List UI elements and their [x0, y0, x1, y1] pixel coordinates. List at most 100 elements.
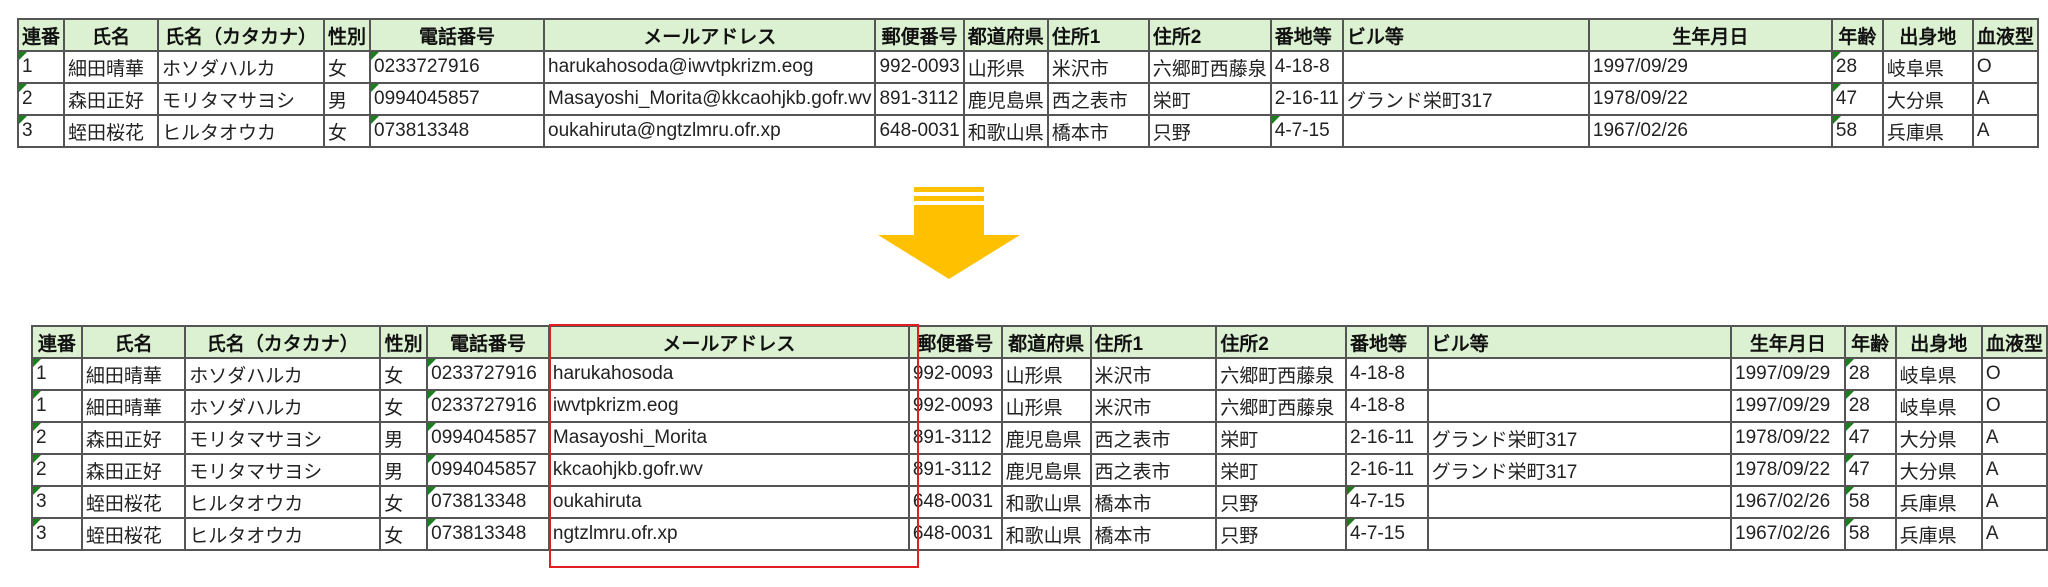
- cell[interactable]: A: [1971, 82, 2039, 116]
- cell[interactable]: 大分県: [1894, 453, 1983, 487]
- cell[interactable]: ホソダハルカ: [184, 389, 382, 423]
- cell[interactable]: 男: [323, 82, 372, 116]
- cell[interactable]: [1426, 517, 1733, 551]
- cell[interactable]: A: [1971, 114, 2039, 148]
- column-header[interactable]: 都道府県: [1000, 325, 1092, 359]
- cell[interactable]: 2-16-11: [1344, 453, 1429, 487]
- cell[interactable]: 073813348: [369, 114, 546, 148]
- cell[interactable]: 2-16-11: [1344, 421, 1429, 455]
- cell[interactable]: 和歌山県: [1000, 485, 1092, 519]
- cell[interactable]: kkcaohjkb.gofr.wv: [547, 453, 910, 487]
- cell[interactable]: 橋本市: [1089, 517, 1218, 551]
- cell[interactable]: A: [1980, 421, 2048, 455]
- cell[interactable]: [1426, 485, 1733, 519]
- cell[interactable]: 1978/09/22: [1730, 421, 1846, 455]
- cell[interactable]: 0233727916: [426, 357, 550, 391]
- cell[interactable]: 992-0093: [907, 389, 1003, 423]
- cell[interactable]: 岐阜県: [1894, 389, 1983, 423]
- cell[interactable]: 細田晴華: [80, 357, 187, 391]
- cell[interactable]: 女: [379, 485, 429, 519]
- cell[interactable]: 鹿児島県: [1000, 453, 1092, 487]
- column-header[interactable]: 血液型: [1980, 325, 2048, 359]
- cell[interactable]: 男: [379, 421, 429, 455]
- cell[interactable]: oukahiruta: [547, 485, 910, 519]
- cell[interactable]: 大分県: [1881, 82, 1974, 116]
- cell[interactable]: 1997/09/29: [1730, 357, 1846, 391]
- cell[interactable]: A: [1980, 517, 2048, 551]
- cell[interactable]: 0233727916: [369, 50, 546, 84]
- cell[interactable]: 4-7-15: [1344, 485, 1429, 519]
- cell[interactable]: ホソダハルカ: [157, 50, 326, 84]
- cell[interactable]: 0994045857: [369, 82, 546, 116]
- cell[interactable]: 兵庫県: [1894, 517, 1983, 551]
- cell[interactable]: O: [1971, 50, 2039, 84]
- cell[interactable]: [1426, 357, 1733, 391]
- cell[interactable]: 0994045857: [426, 421, 550, 455]
- cell[interactable]: 大分県: [1894, 421, 1983, 455]
- cell[interactable]: 栄町: [1147, 82, 1272, 116]
- cell[interactable]: 蛭田桜花: [80, 517, 187, 551]
- cell[interactable]: 3: [31, 517, 83, 551]
- cell[interactable]: 山形県: [1000, 389, 1092, 423]
- cell[interactable]: O: [1980, 357, 2048, 391]
- column-header[interactable]: 郵便番号: [874, 18, 965, 52]
- cell[interactable]: グランド栄町317: [1426, 453, 1733, 487]
- cell[interactable]: 47: [1830, 82, 1884, 116]
- cell[interactable]: Masayoshi_Morita: [547, 421, 910, 455]
- column-header[interactable]: 住所1: [1046, 18, 1150, 52]
- cell[interactable]: 4-7-15: [1269, 114, 1344, 148]
- cell[interactable]: 1: [16, 50, 66, 84]
- cell[interactable]: 鹿児島県: [1000, 421, 1092, 455]
- cell[interactable]: 0994045857: [426, 453, 550, 487]
- cell[interactable]: harukahosoda@iwvtpkrizm.eog: [543, 50, 877, 84]
- cell[interactable]: モリタマサヨシ: [157, 82, 326, 116]
- cell[interactable]: 648-0031: [874, 114, 965, 148]
- cell[interactable]: 兵庫県: [1894, 485, 1983, 519]
- cell[interactable]: A: [1980, 485, 2048, 519]
- cell[interactable]: 1967/02/26: [1587, 114, 1833, 148]
- cell[interactable]: 岐阜県: [1894, 357, 1983, 391]
- column-header[interactable]: ビル等: [1426, 325, 1733, 359]
- cell[interactable]: O: [1980, 389, 2048, 423]
- cell[interactable]: [1426, 389, 1733, 423]
- column-header[interactable]: 生年月日: [1730, 325, 1846, 359]
- cell[interactable]: 西之表市: [1089, 421, 1218, 455]
- cell[interactable]: 男: [379, 453, 429, 487]
- cell[interactable]: 女: [323, 50, 372, 84]
- cell[interactable]: ngtzlmru.ofr.xp: [547, 517, 910, 551]
- cell[interactable]: 山形県: [1000, 357, 1092, 391]
- cell[interactable]: 891-3112: [874, 82, 965, 116]
- column-header[interactable]: 年齢: [1830, 18, 1884, 52]
- column-header[interactable]: 番地等: [1269, 18, 1344, 52]
- cell[interactable]: 只野: [1215, 485, 1347, 519]
- cell[interactable]: グランド栄町317: [1426, 421, 1733, 455]
- cell[interactable]: 女: [379, 357, 429, 391]
- cell[interactable]: 女: [379, 517, 429, 551]
- column-header[interactable]: メールアドレス: [543, 18, 877, 52]
- cell[interactable]: 1997/09/29: [1587, 50, 1833, 84]
- cell[interactable]: 2: [16, 82, 66, 116]
- cell[interactable]: 2: [31, 421, 83, 455]
- cell[interactable]: 橋本市: [1046, 114, 1150, 148]
- cell[interactable]: 女: [379, 389, 429, 423]
- column-header[interactable]: 出身地: [1881, 18, 1974, 52]
- cell[interactable]: 只野: [1215, 517, 1347, 551]
- column-header[interactable]: ビル等: [1341, 18, 1590, 52]
- cell[interactable]: 細田晴華: [63, 50, 160, 84]
- column-header[interactable]: 氏名（カタカナ）: [184, 325, 382, 359]
- cell[interactable]: 兵庫県: [1881, 114, 1974, 148]
- cell[interactable]: 58: [1843, 485, 1897, 519]
- cell[interactable]: ヒルタオウカ: [157, 114, 326, 148]
- cell[interactable]: 只野: [1147, 114, 1272, 148]
- cell[interactable]: 森田正好: [80, 421, 187, 455]
- column-header[interactable]: 性別: [379, 325, 429, 359]
- cell[interactable]: 4-18-8: [1269, 50, 1344, 84]
- cell[interactable]: 六郷町西藤泉: [1215, 389, 1347, 423]
- cell[interactable]: 992-0093: [907, 357, 1003, 391]
- cell[interactable]: 2-16-11: [1269, 82, 1344, 116]
- cell[interactable]: 森田正好: [63, 82, 160, 116]
- cell[interactable]: 1: [31, 357, 83, 391]
- cell[interactable]: ヒルタオウカ: [184, 517, 382, 551]
- cell[interactable]: 森田正好: [80, 453, 187, 487]
- cell[interactable]: 六郷町西藤泉: [1147, 50, 1272, 84]
